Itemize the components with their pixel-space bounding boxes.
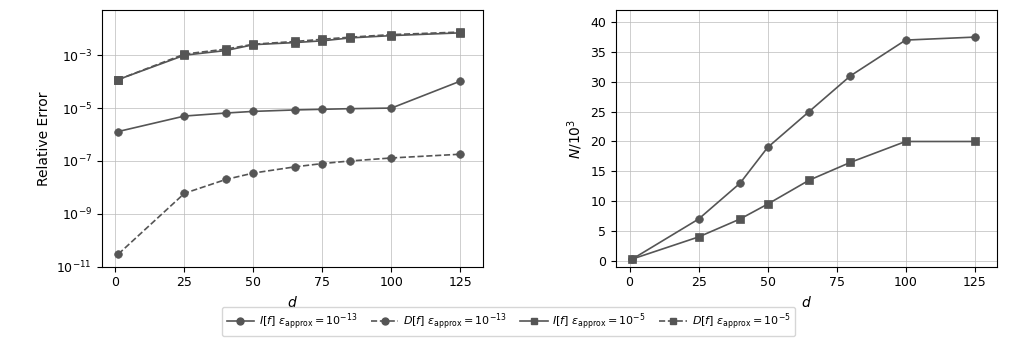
Y-axis label: $N/10^3$: $N/10^3$ [565, 118, 585, 159]
Legend: $I[f]$ $\epsilon_{\rm approx} = 10^{-13}$, $D[f]$ $\epsilon_{\rm approx} = 10^{-: $I[f]$ $\epsilon_{\rm approx} = 10^{-13}… [222, 306, 795, 337]
X-axis label: $d$: $d$ [287, 295, 298, 310]
X-axis label: $d$: $d$ [800, 295, 812, 310]
Y-axis label: Relative Error: Relative Error [37, 91, 51, 186]
